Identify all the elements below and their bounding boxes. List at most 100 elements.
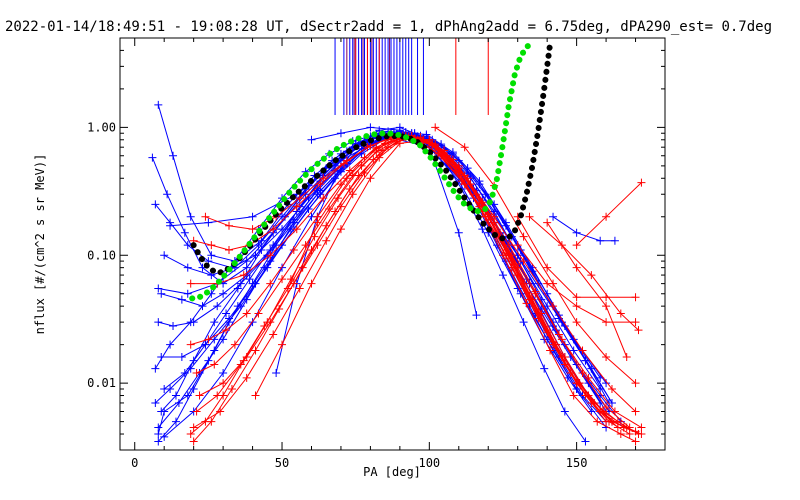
data-point-30-5	[395, 139, 404, 148]
series-22	[192, 133, 643, 439]
data-point-27-15	[537, 309, 546, 318]
data-point-30-3	[336, 225, 345, 234]
data-point-14-2	[219, 369, 228, 378]
data-point-23-2	[225, 245, 233, 254]
series-line-22	[196, 136, 639, 435]
series-15	[154, 128, 605, 407]
data-point-29-14	[531, 289, 540, 298]
data-point-27-4	[278, 275, 287, 284]
data-point-14-4	[278, 263, 287, 272]
data-point-35-4	[634, 326, 643, 335]
data-point-12-5	[278, 241, 287, 250]
data-point-35-3	[616, 309, 625, 318]
data-point-18-6	[472, 311, 481, 320]
data-point-16-12	[519, 318, 528, 327]
data-point-23-6	[316, 180, 325, 189]
x-axis-label: PA [deg]	[363, 465, 421, 479]
data-point-30-6	[425, 135, 434, 144]
series-27	[192, 134, 640, 436]
data-point-26-3	[266, 251, 275, 260]
data-point-31-12	[631, 407, 640, 416]
data-point-26-6	[345, 166, 354, 175]
data-point-27-16	[560, 353, 569, 362]
data-point-13-2	[186, 364, 195, 373]
data-point-29-13	[507, 251, 516, 260]
data-point-36-3	[622, 353, 631, 362]
data-point-20-20	[631, 437, 640, 446]
data-point-16-11	[498, 271, 507, 280]
data-point-20-19	[616, 430, 625, 439]
data-point-27-2	[230, 340, 239, 349]
series-line-25	[199, 135, 625, 428]
data-point-17-0	[166, 221, 175, 230]
data-point-9-1	[171, 417, 180, 426]
series-32	[431, 123, 640, 388]
series-line-32	[434, 126, 636, 384]
data-point-15-5	[301, 190, 310, 199]
data-point-13-4	[236, 302, 245, 311]
data-point-26-17	[637, 423, 646, 432]
series-line-37	[576, 182, 642, 246]
data-point-34-4	[631, 318, 640, 327]
data-point-9-3	[210, 346, 219, 355]
data-point-13-14	[501, 218, 510, 227]
data-point-23-5	[292, 202, 301, 211]
series-8	[157, 129, 625, 426]
data-point-28-7	[375, 153, 384, 162]
data-point-20-17	[569, 391, 578, 400]
data-point-10-1	[183, 263, 192, 272]
chart-title: 2022-01-14/18:49:51 - 19:08:28 UT, dSect…	[5, 19, 772, 35]
data-point-19-1	[572, 228, 581, 237]
data-point-13-11	[422, 130, 431, 139]
data-point-10-0	[160, 251, 169, 260]
data-point-17-1	[204, 218, 213, 227]
data-point-8-1	[177, 295, 186, 304]
data-point-29-6	[342, 156, 351, 165]
data-point-3-1	[174, 398, 183, 407]
data-point-20-0	[186, 430, 195, 439]
data-point-26-0	[186, 279, 195, 288]
data-point-30-4	[366, 174, 375, 183]
data-point-26-4	[292, 225, 301, 234]
data-point-19-3	[610, 236, 619, 245]
axes: 0 50 100 150 0.01 0.10 1.00	[87, 37, 665, 470]
data-point-17-2	[248, 212, 257, 221]
data-point-23-1	[207, 241, 216, 250]
data-point-19-2	[596, 236, 605, 245]
data-point-28-0	[189, 423, 198, 432]
data-point-31-3	[372, 144, 381, 153]
data-point-29-10	[437, 151, 446, 160]
data-point-5-0	[148, 153, 157, 162]
data-point-21-3	[251, 346, 260, 355]
data-point-34-0	[513, 241, 522, 250]
data-point-15-1	[183, 289, 192, 298]
data-point-30-0	[251, 391, 260, 400]
x-tick-label-2: 100	[418, 456, 440, 470]
data-point-24-1	[204, 335, 213, 344]
data-point-33-4	[631, 293, 640, 302]
data-point-28-4	[295, 284, 304, 293]
data-point-6-0	[154, 100, 163, 109]
data-point-28-6	[348, 190, 357, 199]
data-point-14-0	[160, 432, 169, 441]
data-point-27-3	[254, 309, 263, 318]
data-point-30-10	[543, 328, 552, 337]
data-point-25-2	[242, 353, 251, 362]
data-point-28-1	[216, 407, 225, 416]
data-point-26-5	[319, 194, 328, 203]
data-point-27-1	[210, 360, 219, 369]
data-point-24-5	[289, 245, 298, 254]
data-point-12-2	[201, 340, 210, 349]
data-point-7-2	[183, 241, 192, 250]
data-point-2-0	[151, 364, 160, 373]
data-point-21-2	[227, 384, 236, 393]
plot-frame	[119, 37, 666, 451]
data-point-16-0	[272, 369, 281, 378]
data-point-31-8	[519, 257, 528, 266]
data-point-8-0	[157, 289, 166, 298]
data-point-29-2	[248, 225, 257, 234]
data-point-20-16	[546, 346, 555, 355]
data-point-13-1	[166, 384, 175, 393]
data-point-37-1	[602, 212, 611, 221]
data-point-33-2	[572, 293, 581, 302]
